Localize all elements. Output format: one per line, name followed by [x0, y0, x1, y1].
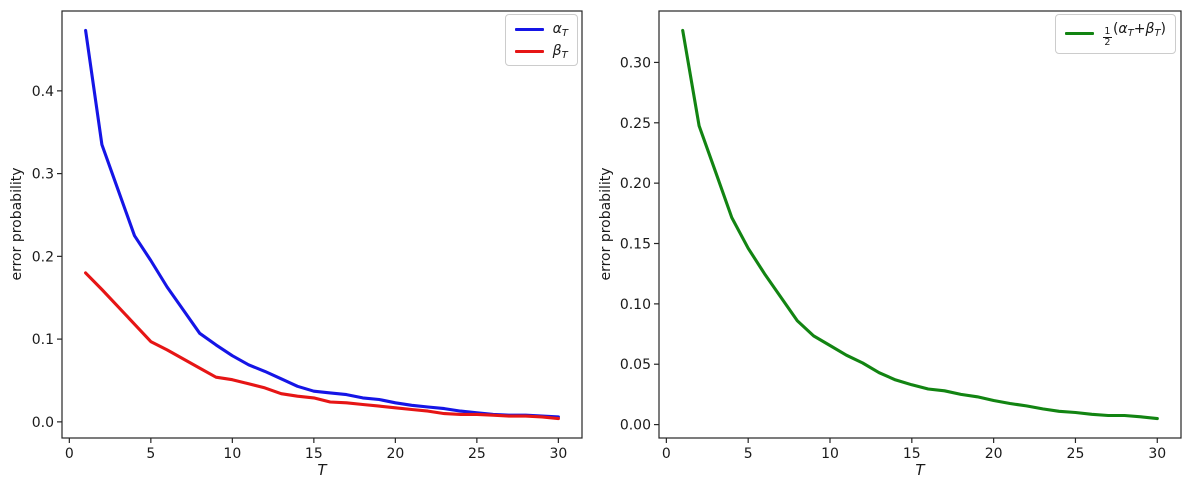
legend-line-sample: [514, 49, 544, 53]
right-x-tick-label: 30: [1148, 446, 1166, 462]
right-x-tick-label: 15: [903, 446, 921, 462]
right-y-tick-label: 0.05: [620, 357, 651, 373]
left-axes-frame: [61, 10, 583, 439]
legend-line-sample: [514, 27, 544, 31]
left-x-tick-label: 0: [65, 446, 74, 462]
series-mean_error: [681, 28, 1159, 421]
right-y-tick-label: 0.25: [620, 116, 651, 132]
left-x-tick-label: 25: [468, 446, 486, 462]
left-x-tick-label: 30: [549, 446, 567, 462]
left-y-tick-label: 0.1: [32, 332, 54, 348]
legend-label: 1 2(α T + β T): [1102, 21, 1166, 48]
right-x-tick-label: 5: [744, 446, 753, 462]
right-x-tick-label: 10: [821, 446, 839, 462]
right-x-tick-label: 20: [985, 446, 1003, 462]
legend-entry-mean_error: 1 2(α T + β T): [1064, 21, 1166, 48]
left-x-tick-label: 10: [223, 446, 241, 462]
right-y-tick-label: 0.10: [620, 297, 651, 313]
left-x-tick-label: 20: [386, 446, 404, 462]
series-beta_T: [84, 271, 560, 421]
left-x-tick-label: 5: [146, 446, 155, 462]
right-xlabel: T: [915, 461, 925, 479]
left-y-tick-label: 0.2: [32, 249, 54, 265]
right-x-tick-label: 25: [1067, 446, 1085, 462]
left-y-tick-label: 0.3: [32, 167, 54, 183]
right-legend: 1 2(α T + β T): [1054, 14, 1176, 54]
left-ylabel: error probability: [9, 167, 25, 281]
left-xlabel: T: [317, 461, 327, 479]
left-y-tick-label: 0.4: [32, 84, 54, 100]
right-y-tick-label: 0.30: [620, 55, 651, 71]
series-alpha_T: [84, 28, 560, 419]
left-y-tick-label: 0.0: [32, 415, 54, 431]
right-y-tick-label: 0.20: [620, 176, 651, 192]
right-axes-frame: [658, 10, 1182, 439]
right-ylabel: error probability: [598, 167, 614, 281]
legend-line-sample: [1064, 32, 1094, 36]
left-x-tick-label: 15: [305, 446, 323, 462]
right-y-tick-label: 0.00: [620, 418, 651, 434]
right-y-tick-label: 0.15: [620, 237, 651, 253]
right-x-tick-label: 0: [662, 446, 671, 462]
